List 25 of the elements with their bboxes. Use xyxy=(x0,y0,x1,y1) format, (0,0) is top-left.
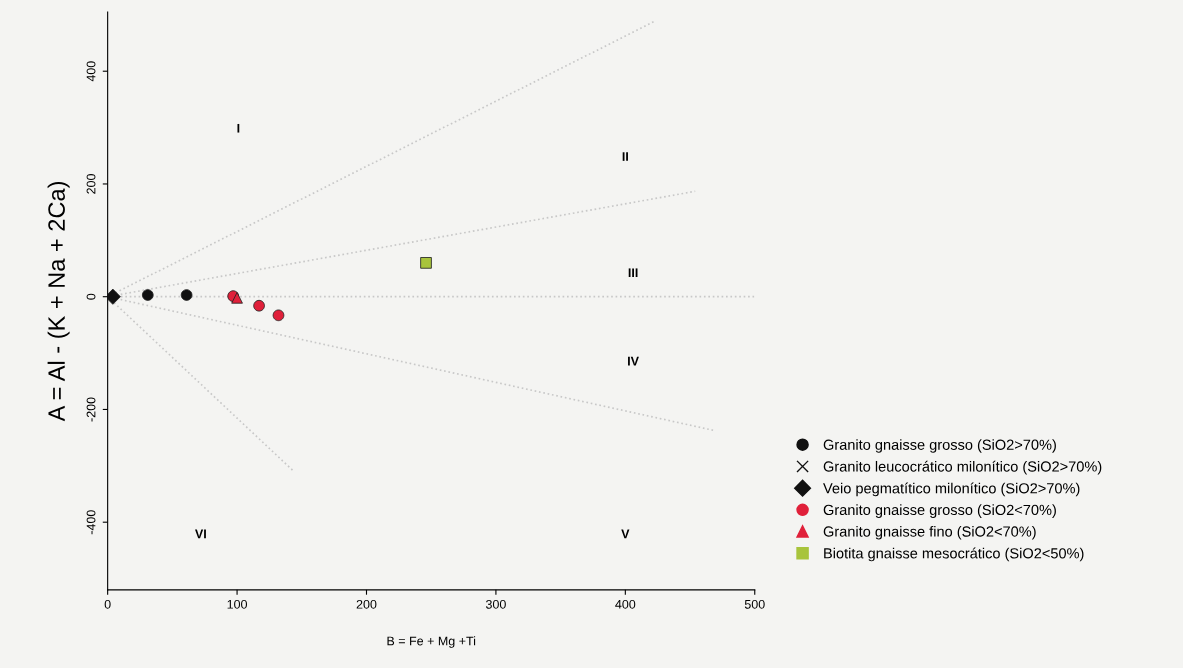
annotation: VI xyxy=(195,529,206,539)
y-tick-label: 0 xyxy=(86,293,96,300)
y-tick-label: 400 xyxy=(86,61,96,82)
x-tick-label: 0 xyxy=(104,599,111,609)
legend-label: Granito gnaisse grosso (SiO2>70%) xyxy=(823,439,1056,453)
annotation: IV xyxy=(628,356,639,366)
y-axis-title: A = Al - (K + Na + 2Ca) xyxy=(47,181,70,422)
legend-label: Granito leucocrático milonítico (SiO2>70%) xyxy=(823,460,1102,475)
legend-label: Veio pegmatítico milonítico (SiO2>70%) xyxy=(823,482,1080,497)
x-axis-title: B = Fe + Mg +Ti xyxy=(387,636,476,648)
annotation: II xyxy=(622,152,628,161)
annotation: I xyxy=(237,123,240,133)
y-tick-label: -400 xyxy=(86,510,96,535)
legend-label: Granito gnaisse grosso (SiO2<70%) xyxy=(823,504,1056,518)
y-tick-label: 200 xyxy=(86,174,96,194)
x-tick-label: 500 xyxy=(744,599,765,609)
y-tick-label: -200 xyxy=(86,397,96,422)
annotation: III xyxy=(628,268,638,278)
annotation: V xyxy=(621,529,630,539)
x-tick-label: 200 xyxy=(356,599,377,609)
legend-label: Biotita gnaisse mesocrático (SiO2<50%) xyxy=(824,547,1084,562)
legend-label: Granito gnaisse fino (SiO2<70%) xyxy=(823,525,1036,540)
x-tick-label: 100 xyxy=(227,599,248,609)
x-tick-label: 300 xyxy=(485,599,506,609)
x-tick-label: 400 xyxy=(615,599,636,609)
